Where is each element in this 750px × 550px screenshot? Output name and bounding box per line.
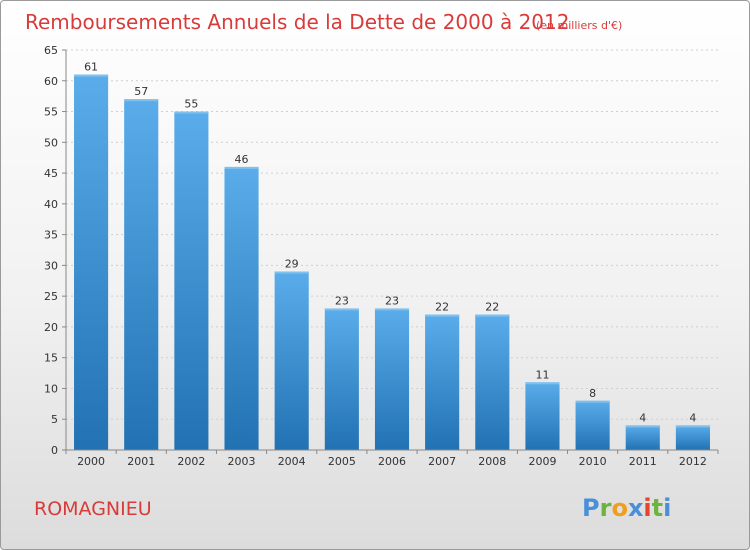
y-tick-label: 15 — [44, 352, 58, 365]
bar — [174, 111, 209, 451]
y-tick-label: 65 — [44, 44, 58, 57]
proxiti-logo: Proxiti — [582, 494, 671, 522]
y-tick-label: 50 — [44, 136, 58, 149]
bar — [124, 99, 159, 450]
x-tick-label: 2009 — [528, 455, 556, 468]
logo-letter: i — [643, 494, 651, 522]
y-axis: 0 5 10 15 20 25 30 35 40 45 50 55 60 65 — [44, 44, 67, 457]
data-label: 55 — [184, 98, 198, 111]
bar-highlight — [274, 271, 309, 274]
bar — [74, 74, 109, 450]
bar-highlight — [124, 99, 159, 102]
chart-title: Remboursements Annuels de la Dette de 20… — [25, 10, 569, 34]
bar — [425, 314, 460, 450]
commune-name: ROMAGNIEU — [34, 498, 152, 520]
bar — [224, 166, 259, 450]
data-label: 8 — [589, 387, 596, 400]
bar — [525, 382, 560, 450]
x-tick-label: 2000 — [77, 455, 105, 468]
data-label: 4 — [689, 411, 696, 424]
x-tick-label: 2006 — [378, 455, 406, 468]
bar-highlight — [224, 166, 259, 169]
bars: 61 57 55 46 29 23 23 22 22 11 8 4 4 — [74, 61, 710, 451]
bar-highlight — [525, 382, 560, 385]
logo-letter: r — [600, 494, 612, 522]
y-tick-label: 45 — [44, 167, 58, 180]
chart-subtitle: (en milliers d'€) — [536, 19, 622, 32]
y-tick-label: 25 — [44, 290, 58, 303]
bar — [675, 425, 710, 450]
data-label: 22 — [485, 301, 499, 314]
data-label: 61 — [84, 61, 98, 74]
data-label: 23 — [385, 294, 399, 307]
bar-highlight — [675, 425, 710, 428]
y-tick-label: 40 — [44, 198, 58, 211]
bar — [625, 425, 660, 450]
x-tick-label: 2002 — [177, 455, 205, 468]
x-tick-label: 2001 — [127, 455, 155, 468]
y-tick-label: 55 — [44, 106, 58, 119]
bar — [274, 271, 309, 450]
data-label: 23 — [335, 294, 349, 307]
logo-letter: P — [582, 494, 600, 522]
bar-highlight — [625, 425, 660, 428]
y-tick-label: 20 — [44, 321, 58, 334]
data-label: 22 — [435, 301, 449, 314]
data-label: 57 — [134, 85, 148, 98]
bar-highlight — [74, 74, 109, 77]
x-tick-label: 2004 — [278, 455, 306, 468]
data-label: 46 — [235, 153, 249, 166]
bar — [374, 308, 410, 450]
x-tick-label: 2012 — [679, 455, 707, 468]
x-tick-label: 2003 — [228, 455, 256, 468]
x-tick-label: 2010 — [579, 455, 607, 468]
bar-highlight — [374, 308, 410, 311]
bar — [324, 308, 359, 450]
logo-letter: o — [611, 494, 628, 522]
data-label: 29 — [285, 258, 299, 271]
logo-letter: t — [652, 494, 663, 522]
bar-highlight — [324, 308, 359, 311]
logo-letter: x — [628, 494, 644, 522]
bar-highlight — [575, 400, 610, 403]
y-tick-label: 60 — [44, 75, 58, 88]
x-tick-label: 2008 — [478, 455, 506, 468]
x-tick-label: 2005 — [328, 455, 356, 468]
bar-highlight — [475, 314, 510, 317]
data-label: 4 — [639, 411, 646, 424]
y-tick-label: 35 — [44, 229, 58, 242]
x-tick-label: 2011 — [629, 455, 657, 468]
y-tick-label: 30 — [44, 259, 58, 272]
x-tick-label: 2007 — [428, 455, 456, 468]
bar — [575, 400, 610, 450]
y-tick-label: 10 — [44, 382, 58, 395]
x-axis: 2000 2001 2002 2003 2004 2005 2006 2007 2008 2009… — [65, 449, 719, 468]
y-tick-label: 5 — [51, 413, 58, 426]
logo-letter: i — [663, 494, 671, 522]
bar-highlight — [174, 111, 209, 114]
bar — [475, 314, 510, 450]
data-label: 11 — [535, 368, 549, 381]
y-tick-label: 0 — [51, 444, 58, 457]
bar-highlight — [425, 314, 460, 317]
